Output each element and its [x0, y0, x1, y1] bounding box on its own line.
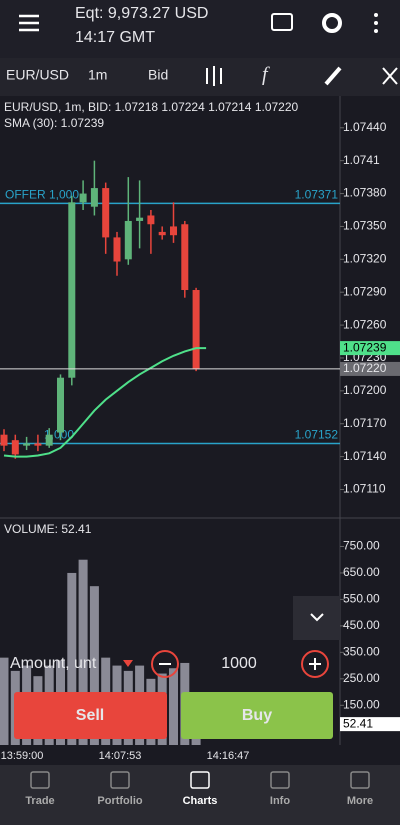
scroll-down-button[interactable] [293, 596, 340, 640]
indicator-icon[interactable]: f [262, 64, 270, 86]
menu-icon[interactable] [19, 14, 39, 32]
amount-value: 1000 [221, 655, 257, 672]
chart-type-icon[interactable] [206, 66, 222, 86]
amount-label: Amount, unt [10, 655, 97, 672]
nav-icon[interactable] [350, 771, 370, 789]
clock: 14:17 GMT [75, 29, 155, 46]
minus-button[interactable] [151, 650, 179, 678]
price-tick-label: 1.07140 [343, 449, 387, 463]
volume-tick-label: 450.00 [343, 618, 380, 632]
sell-button[interactable] [14, 692, 167, 739]
volume-tag-label: 52.41 [343, 716, 373, 730]
plus-button[interactable] [301, 650, 329, 678]
time-axis [0, 745, 400, 765]
volume-bar [78, 559, 88, 745]
price-tick-label: 1.0741 [343, 153, 380, 167]
expand-icon[interactable] [382, 67, 398, 85]
sma-tag-label: 1.07239 [343, 340, 387, 354]
volume-tag [340, 717, 400, 732]
cast-icon[interactable] [271, 13, 293, 31]
buy-button[interactable] [181, 692, 333, 739]
draw-icon[interactable] [324, 66, 342, 86]
nav-label[interactable]: Charts [183, 795, 218, 807]
price-tick-label: 1.07170 [343, 416, 387, 430]
timeframe[interactable]: 1m [88, 67, 107, 83]
candle-body [102, 188, 110, 238]
time-label: 14:07:53 [99, 750, 142, 762]
price-tick-label: 1.07200 [343, 383, 387, 397]
bid-line-value: 1.07152 [295, 428, 339, 442]
candle-body [158, 231, 166, 236]
volume-tick-label: 350.00 [343, 645, 380, 659]
price-tick-label: 1.07110 [343, 482, 386, 496]
price-tick-label: 1.07440 [343, 120, 387, 134]
offer-line-label: OFFER 1,000 [5, 188, 79, 202]
volume-bar [67, 572, 77, 745]
sell-label: Sell [76, 707, 104, 724]
chart-info: EUR/USD, 1m, BID: 1.07218 1.07224 1.0721… [4, 100, 299, 114]
volume-bar [169, 668, 178, 745]
chevron-icon [310, 613, 324, 622]
price-tick-label: 1.07260 [343, 317, 387, 331]
candle-body [0, 434, 8, 446]
price-tick-label: 1.07290 [343, 284, 387, 298]
candle-body [192, 290, 200, 369]
bottom-nav [0, 765, 400, 825]
volume-bar [89, 586, 99, 745]
offer-line-value: 1.07371 [295, 188, 339, 202]
sma-tag [340, 341, 400, 356]
candle-body [23, 443, 31, 446]
price-tag [340, 361, 400, 376]
volume-tick-label: 650.00 [343, 565, 380, 579]
plus-icon [309, 658, 321, 670]
candle-body [136, 217, 144, 221]
nav-label[interactable]: Portfolio [97, 795, 142, 807]
settings-icon[interactable] [322, 13, 342, 33]
candle-body [68, 202, 76, 378]
candle-body [79, 193, 87, 203]
candle-body [113, 237, 121, 262]
amount-dropdown[interactable] [123, 660, 133, 667]
more-icon[interactable] [374, 13, 378, 33]
buy-label: Buy [242, 707, 272, 724]
volume-tick-label: 150.00 [343, 697, 380, 711]
candle-body [45, 434, 53, 446]
price-tag-label: 1.07220 [343, 361, 387, 375]
volume-tick-label: 250.00 [343, 671, 380, 685]
nav-icon[interactable] [30, 771, 50, 789]
candle-body [170, 226, 177, 236]
nav-label[interactable]: Trade [25, 795, 54, 807]
nav-icon[interactable] [270, 771, 290, 789]
nav-label[interactable]: Info [270, 795, 290, 807]
time-label: 13:59:00 [1, 750, 44, 762]
price-type[interactable]: Bid [148, 67, 168, 83]
candle-body [57, 377, 64, 433]
candle-body [11, 440, 19, 455]
candle-body [147, 215, 155, 225]
price-tick-label: 1.07380 [343, 186, 387, 200]
nav-icon[interactable] [110, 771, 130, 789]
nav-label[interactable]: More [347, 795, 373, 807]
price-tick-label: 1.07350 [343, 219, 387, 233]
nav-icon[interactable] [190, 771, 210, 789]
equity: Eqt: 9,973.27 USD [75, 5, 208, 22]
candle-body [181, 224, 189, 291]
candle-body [90, 188, 98, 207]
time-label: 14:16:47 [207, 750, 250, 762]
price-tick-label: 1.07320 [343, 251, 387, 265]
symbol[interactable]: EUR/USD [6, 67, 69, 83]
volume-tick-label: 550.00 [343, 592, 380, 606]
volume-tick-label: 750.00 [343, 539, 380, 553]
sma-line [3, 347, 207, 458]
volume-bar [0, 657, 9, 745]
candle-body [124, 220, 132, 260]
sma-info: SMA (30): 1.07239 [4, 116, 104, 130]
candle-body [34, 443, 42, 446]
volume-info: VOLUME: 52.41 [4, 522, 92, 536]
